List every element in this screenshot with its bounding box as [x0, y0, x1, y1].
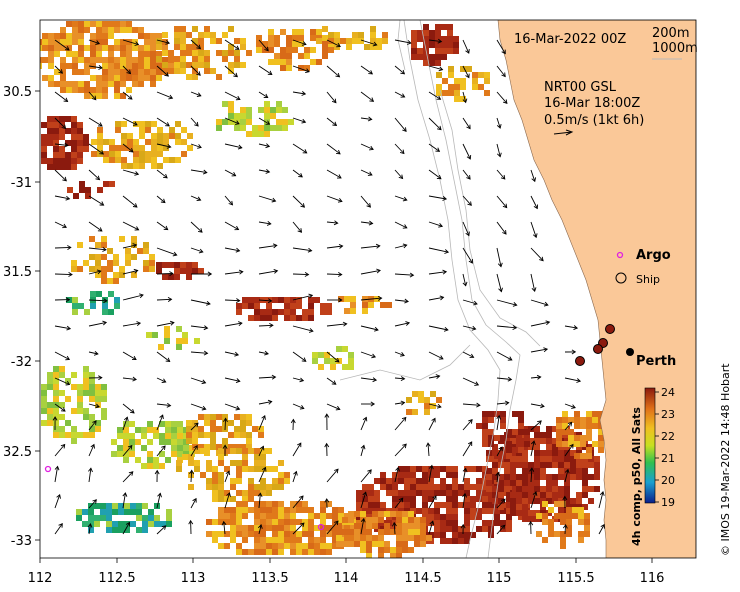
- argo-float: [317, 523, 325, 531]
- colorbar-tick: 22: [661, 430, 675, 443]
- sst-patches: [40, 21, 610, 558]
- y-tick-label: 30.5: [3, 85, 32, 100]
- arrow-scale-label: 0.5m/s (1kt 6h): [544, 113, 644, 128]
- argo-float: [44, 465, 52, 473]
- plot-frame: [39, 19, 697, 559]
- current-arrows: [52, 38, 605, 535]
- perth-label: Perth: [636, 354, 676, 369]
- x-tick-label: 114.5: [404, 571, 441, 586]
- y-tick-label: -31: [11, 176, 32, 191]
- ship-legend-icon: [615, 272, 627, 284]
- colorbar-label: 4h comp, p50, All Sats: [630, 407, 643, 546]
- plot-area: [40, 20, 696, 558]
- x-tick-label: 114: [334, 571, 359, 586]
- perth-marker: [626, 348, 634, 356]
- colorbar: 24 23 22 21 20 19 4h comp, p50, All Sats: [630, 386, 675, 546]
- x-tick-label: 113.5: [251, 571, 288, 586]
- contour-label-1000: 1000m: [652, 41, 698, 56]
- x-axis: 112 112.5 113 113.5 114 114.5 115 115.5 116: [28, 558, 665, 586]
- y-tick-label: 31.5: [3, 265, 32, 280]
- argo-legend-label: Argo: [636, 248, 671, 263]
- colorbar-tick: 19: [661, 496, 675, 509]
- colorbar-tick: 24: [661, 386, 675, 399]
- date-label: 16-Mar-2022 00Z: [514, 32, 626, 47]
- x-tick-label: 112: [28, 571, 53, 586]
- ship-markers: [575, 324, 615, 366]
- current-model-label: NRT00 GSL: [544, 80, 617, 95]
- y-tick-label: -33: [11, 534, 32, 549]
- x-tick-label: 115: [487, 571, 512, 586]
- scale-arrow: [553, 129, 574, 136]
- x-tick-label: 113: [181, 571, 206, 586]
- colorbar-tick: 21: [661, 452, 675, 465]
- x-tick-label: 115.5: [557, 571, 594, 586]
- ship-legend-label: Ship: [636, 273, 660, 286]
- y-tick-label: 32.5: [3, 445, 32, 460]
- y-axis: 30.5 -31 31.5 -32 32.5 -33: [3, 85, 40, 549]
- credit-text: © IMOS 19-Mar-2022 14:48 Hobart: [719, 363, 732, 556]
- x-tick-label: 112.5: [98, 571, 135, 586]
- colorbar-tick: 23: [661, 408, 675, 421]
- argo-legend-icon: [616, 251, 624, 259]
- current-time-label: 16-Mar 18:00Z: [544, 96, 640, 111]
- contour-label-200: 200m: [652, 26, 689, 41]
- bathymetry-contours: [339, 20, 541, 558]
- colorbar-tick: 20: [661, 474, 675, 487]
- x-tick-label: 116: [640, 571, 665, 586]
- y-tick-label: -32: [11, 355, 32, 370]
